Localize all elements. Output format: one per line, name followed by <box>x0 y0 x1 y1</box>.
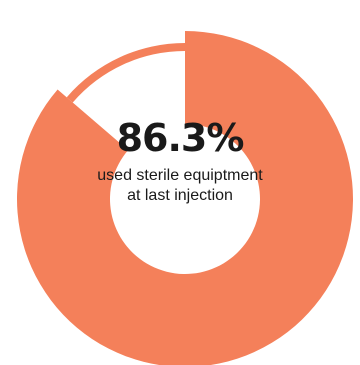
center-caption: used sterile equiptment at last injectio… <box>97 167 263 204</box>
center-label: 86.3% used sterile equiptment at last in… <box>90 116 270 206</box>
center-value: 86.3% <box>116 116 245 160</box>
slice-used-sterile <box>17 31 353 365</box>
slice-not-used-sterile <box>66 43 185 103</box>
